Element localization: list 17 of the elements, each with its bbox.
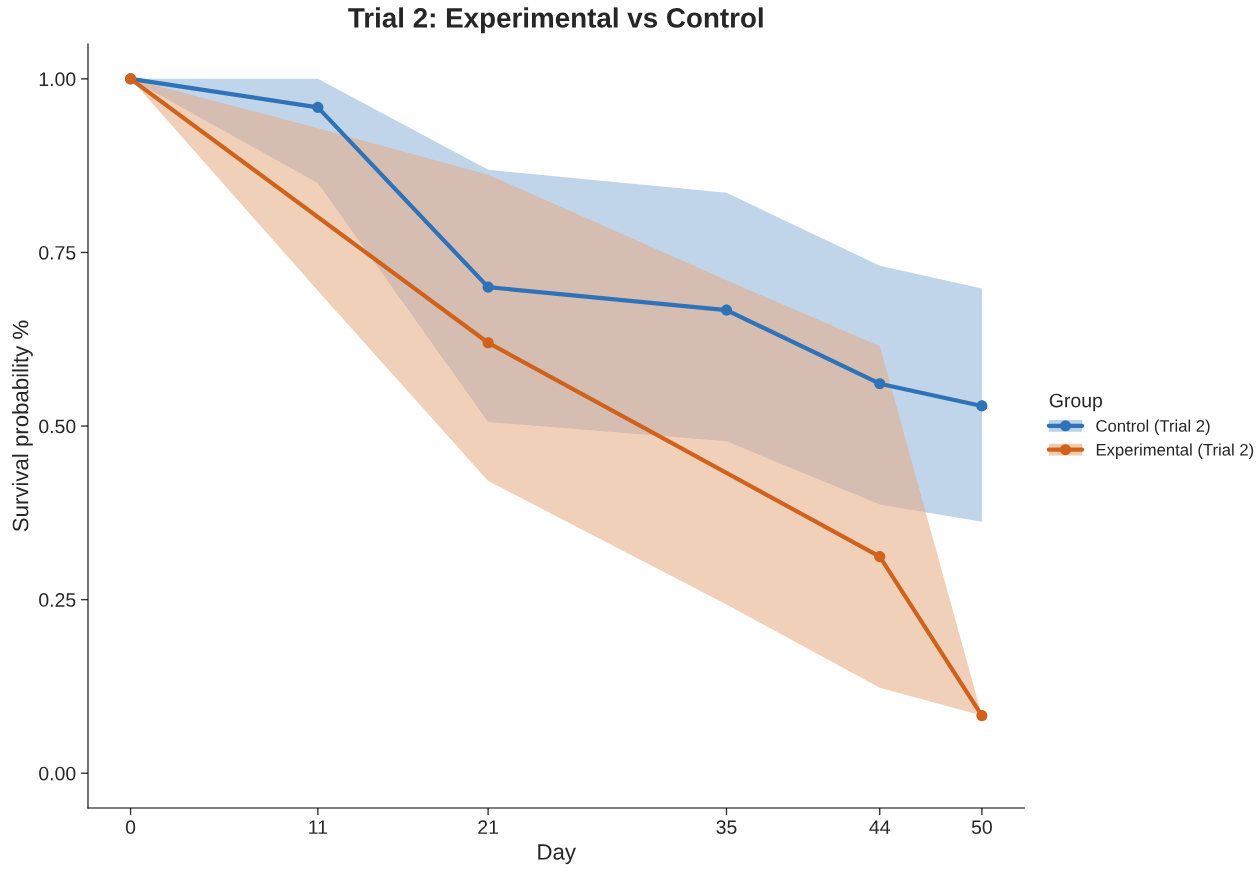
x-tick-label: 44: [869, 820, 890, 834]
legend-title: Group: [1049, 393, 1103, 412]
chart-title: Trial 2: Experimental vs Control: [348, 7, 763, 34]
y-tick-label: 0.50: [39, 419, 76, 434]
y-axis-title: Survival probability %: [12, 320, 33, 532]
y-tick-label: 0.75: [39, 245, 76, 260]
y-tick-label: 0.25: [39, 593, 76, 607]
x-tick-label: 50: [971, 820, 992, 835]
x-tick-label: 11: [309, 820, 327, 834]
x-tick-label: 21: [478, 820, 498, 834]
x-tick-label: 35: [716, 820, 737, 835]
legend-label: Experimental (Trial 2): [1096, 443, 1254, 459]
y-tick-label: 0.00: [39, 766, 76, 781]
x-tick-label: 0: [125, 820, 136, 835]
legend-label: Control (Trial 2): [1096, 419, 1210, 436]
y-tick-label: 1.00: [39, 72, 76, 87]
x-axis-title: Day: [538, 844, 576, 865]
